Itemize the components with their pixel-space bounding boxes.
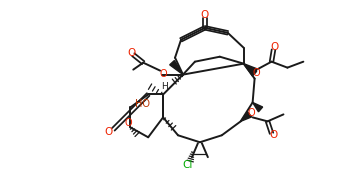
- Text: H: H: [161, 82, 168, 91]
- Text: O: O: [248, 108, 256, 118]
- Text: O: O: [127, 48, 135, 58]
- Text: Cl: Cl: [183, 160, 193, 170]
- Text: O: O: [270, 42, 279, 52]
- Text: O: O: [269, 130, 278, 140]
- Polygon shape: [241, 112, 252, 121]
- Text: HO: HO: [135, 100, 150, 109]
- Polygon shape: [253, 102, 263, 112]
- Polygon shape: [170, 61, 183, 75]
- Polygon shape: [244, 64, 257, 74]
- Text: O: O: [253, 68, 260, 78]
- Text: O: O: [125, 118, 132, 128]
- Polygon shape: [244, 64, 257, 76]
- Text: O: O: [201, 10, 209, 20]
- Text: O: O: [104, 127, 113, 137]
- Text: O: O: [159, 69, 167, 79]
